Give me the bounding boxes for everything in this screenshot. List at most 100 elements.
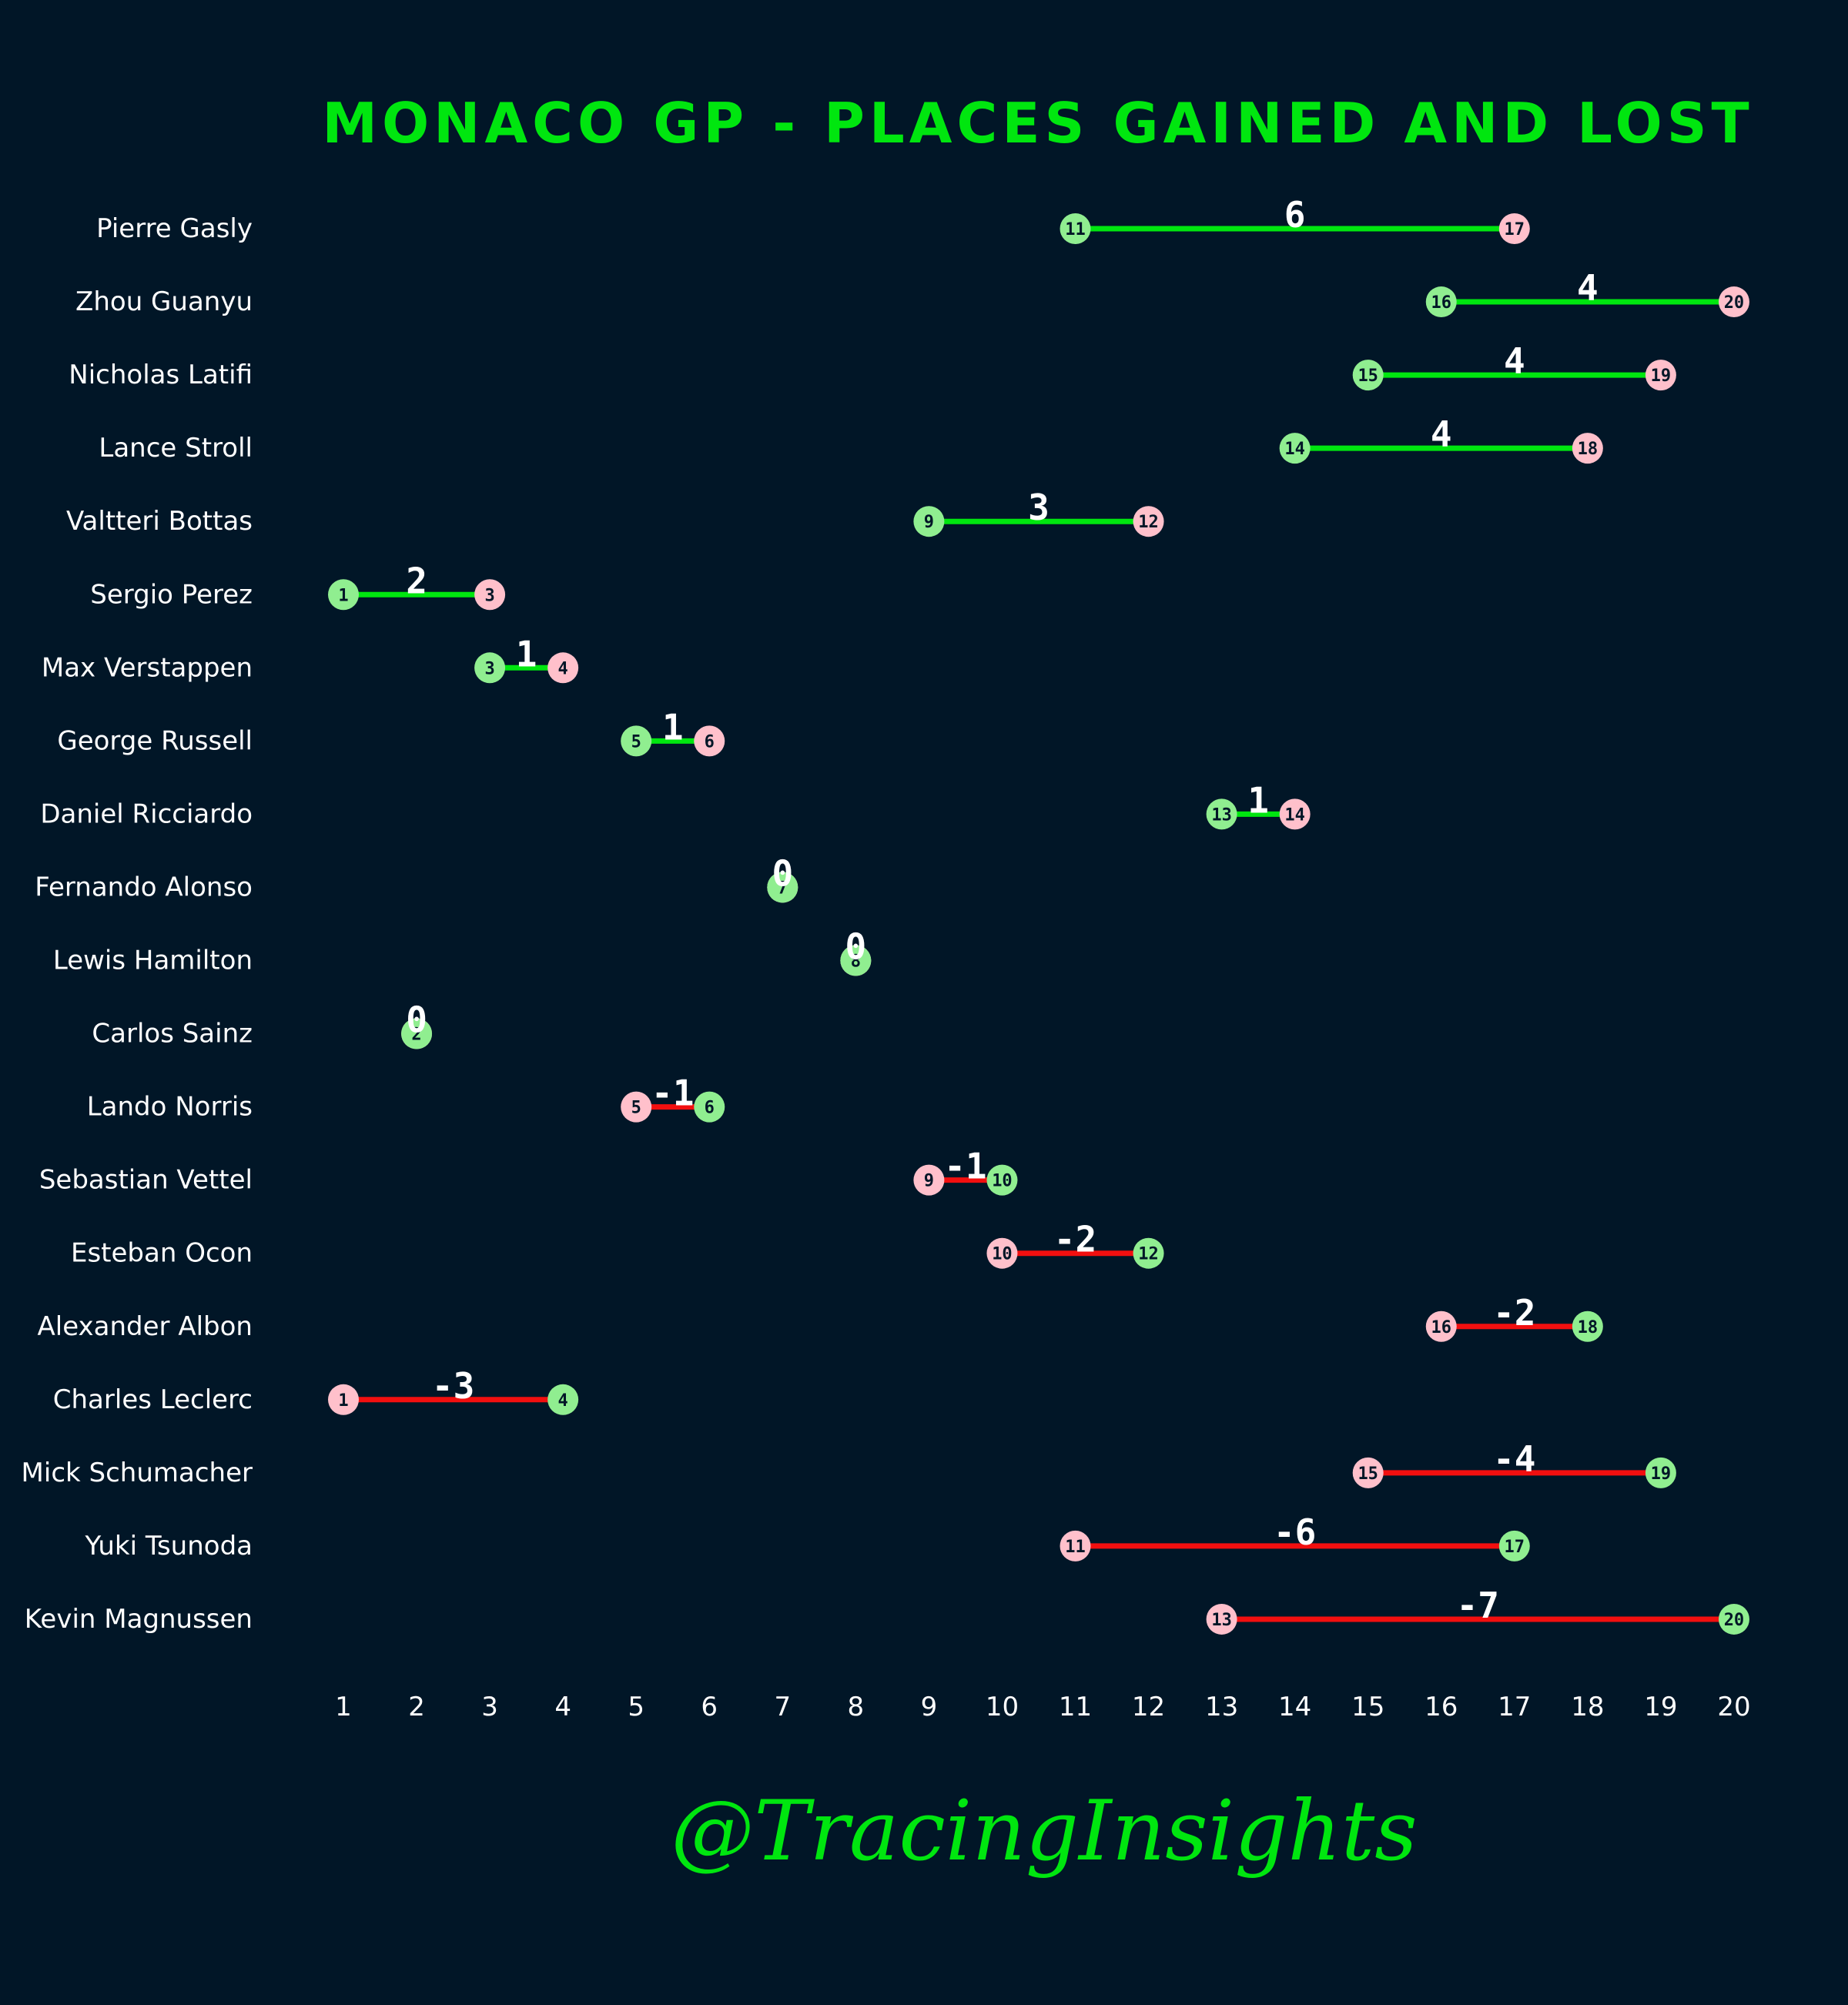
grid-position-label: 12 bbox=[1138, 513, 1159, 532]
finish-position-dot bbox=[1352, 360, 1384, 391]
finish-position-label: 15 bbox=[1358, 367, 1378, 386]
x-tick-label: 14 bbox=[1278, 1692, 1311, 1722]
driver-name: Kevin Magnussen bbox=[25, 1604, 253, 1635]
finish-position-dot bbox=[913, 506, 945, 537]
driver-row: Yuki Tsunoda 11 17 -6 bbox=[84, 1511, 1530, 1561]
driver-name: Esteban Ocon bbox=[71, 1238, 253, 1269]
driver-name: Carlos Sainz bbox=[92, 1019, 253, 1049]
driver-row: Mick Schumacher 15 19 -4 bbox=[22, 1438, 1676, 1488]
driver-name: Yuki Tsunoda bbox=[84, 1531, 253, 1561]
driver-name: Nicholas Latifi bbox=[69, 360, 253, 390]
finish-position-dot bbox=[840, 945, 872, 976]
driver-row: Esteban Ocon 10 12 -2 bbox=[71, 1219, 1164, 1269]
position-change-value: 1 bbox=[1247, 779, 1269, 821]
driver-name: Lance Stroll bbox=[99, 433, 253, 464]
driver-name: Lewis Hamilton bbox=[53, 946, 253, 976]
finish-position-label: 11 bbox=[1065, 220, 1086, 239]
grid-position-label: 16 bbox=[1431, 1318, 1452, 1337]
grid-position-label: 17 bbox=[1505, 220, 1525, 239]
grid-position-dot bbox=[547, 652, 579, 684]
position-change-value: -4 bbox=[1493, 1438, 1535, 1480]
driver-row: Sergio Perez 3 1 2 bbox=[90, 560, 506, 611]
grid-position-label: 14 bbox=[1284, 805, 1305, 825]
position-change-value: 4 bbox=[1577, 267, 1599, 309]
finish-position-dot bbox=[547, 1384, 579, 1415]
grid-position-dot bbox=[1572, 433, 1603, 464]
grid-position-label: 6 bbox=[705, 732, 715, 751]
position-change-value: 1 bbox=[662, 706, 684, 748]
driver-row: Zhou Guanyu 20 16 4 bbox=[75, 267, 1749, 318]
grid-position-dot bbox=[694, 725, 725, 757]
x-tick-label: 1 bbox=[335, 1692, 352, 1722]
x-tick-label: 5 bbox=[628, 1692, 644, 1722]
position-change-value: 6 bbox=[1284, 194, 1306, 236]
position-change-value: -2 bbox=[1054, 1219, 1096, 1260]
grid-position-label: 10 bbox=[992, 1245, 1013, 1264]
position-change-value: 4 bbox=[1431, 413, 1452, 455]
grid-position-label: 20 bbox=[1724, 293, 1745, 313]
finish-position-dot bbox=[1498, 1530, 1530, 1561]
position-change-value: -3 bbox=[432, 1365, 474, 1407]
grid-position-dot bbox=[1718, 286, 1749, 318]
finish-position-dot bbox=[1572, 1310, 1603, 1342]
x-tick-label: 10 bbox=[986, 1692, 1019, 1722]
grid-position-dot bbox=[621, 1091, 652, 1123]
driver-row: Carlos Sainz220 bbox=[92, 999, 433, 1049]
x-tick-label: 19 bbox=[1644, 1692, 1677, 1722]
finish-position-label: 19 bbox=[1651, 1464, 1672, 1484]
grid-position-label: 4 bbox=[558, 659, 568, 678]
driver-row: Kevin Magnussen 13 20 -7 bbox=[25, 1585, 1749, 1635]
finish-position-label: 16 bbox=[1431, 293, 1452, 313]
finish-position-label: 3 bbox=[484, 659, 494, 678]
x-tick-label: 4 bbox=[554, 1692, 571, 1722]
grid-position-dot bbox=[1206, 1603, 1237, 1635]
position-change-value: -2 bbox=[1493, 1292, 1535, 1334]
x-tick-label: 15 bbox=[1351, 1692, 1384, 1722]
grid-position-label: 13 bbox=[1211, 1611, 1232, 1630]
finish-position-dot bbox=[767, 872, 798, 903]
finish-position-label: 4 bbox=[558, 1391, 568, 1411]
driver-name: Sebastian Vettel bbox=[39, 1165, 253, 1196]
driver-name: Mick Schumacher bbox=[22, 1458, 253, 1488]
x-tick-label: 18 bbox=[1571, 1692, 1604, 1722]
position-change-value: 0 bbox=[845, 926, 866, 968]
x-tick-label: 7 bbox=[774, 1692, 791, 1722]
finish-position-label: 7 bbox=[778, 879, 788, 898]
grid-position-dot bbox=[1060, 1530, 1091, 1561]
x-tick-label: 6 bbox=[701, 1692, 718, 1722]
finish-position-dot bbox=[986, 1164, 1018, 1196]
finish-position-dot bbox=[694, 1091, 725, 1123]
driver-row: Nicholas Latifi 19 15 4 bbox=[69, 340, 1676, 391]
driver-row: Lance Stroll 18 14 4 bbox=[99, 413, 1603, 464]
finish-position-dot bbox=[328, 579, 359, 611]
grid-position-label: 18 bbox=[1578, 440, 1599, 459]
driver-row: Alexander Albon 16 18 -2 bbox=[38, 1292, 1603, 1342]
x-tick-label: 13 bbox=[1205, 1692, 1238, 1722]
grid-position-dot bbox=[1425, 1310, 1457, 1342]
position-change-value: 4 bbox=[1504, 340, 1525, 382]
x-tick-label: 16 bbox=[1424, 1692, 1458, 1722]
driver-row: Fernando Alonso770 bbox=[35, 852, 798, 903]
grid-position-dot bbox=[328, 1384, 359, 1415]
grid-position-dot bbox=[1352, 1457, 1384, 1488]
x-tick-label: 3 bbox=[481, 1692, 498, 1722]
finish-position-dot bbox=[1060, 213, 1091, 244]
x-tick-label: 17 bbox=[1498, 1692, 1531, 1722]
grid-position-label: 15 bbox=[1358, 1464, 1378, 1484]
driver-row: Lando Norris 5 6 -1 bbox=[87, 1073, 725, 1123]
finish-position-dot bbox=[474, 652, 506, 684]
finish-position-label: 13 bbox=[1211, 805, 1232, 825]
position-change-value: -1 bbox=[944, 1146, 986, 1187]
driver-name: Sergio Perez bbox=[90, 579, 253, 610]
driver-name: Valtteri Bottas bbox=[66, 506, 253, 537]
grid-position-dot bbox=[913, 1164, 945, 1196]
driver-row: Pierre Gasly 17 11 6 bbox=[96, 194, 1530, 244]
finish-position-label: 9 bbox=[924, 513, 934, 532]
driver-name: Lando Norris bbox=[87, 1092, 253, 1123]
finish-position-label: 5 bbox=[631, 732, 641, 751]
grid-position-dot bbox=[986, 1237, 1018, 1269]
grid-position-label: 11 bbox=[1065, 1538, 1086, 1557]
